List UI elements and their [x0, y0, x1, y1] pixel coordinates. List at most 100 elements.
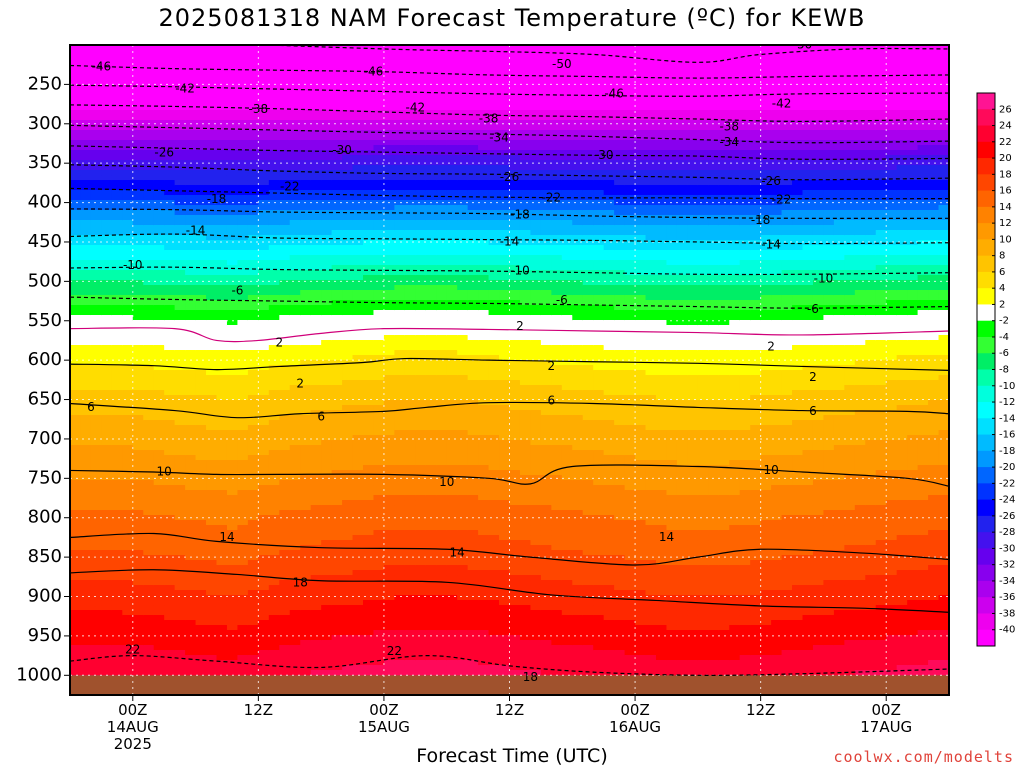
field-cell	[258, 190, 270, 196]
field-cell	[164, 415, 176, 421]
field-cell	[436, 310, 448, 316]
field-cell	[111, 500, 123, 506]
field-cell	[101, 245, 113, 251]
field-cell	[206, 425, 218, 431]
field-cell	[90, 320, 102, 326]
field-cell	[436, 100, 448, 106]
field-cell	[174, 235, 186, 241]
field-cell	[70, 60, 82, 66]
field-cell	[446, 505, 458, 511]
field-cell	[226, 500, 239, 506]
field-cell	[185, 655, 197, 661]
field-cell	[185, 565, 197, 571]
field-cell	[247, 550, 259, 556]
field-cell	[467, 265, 479, 271]
field-cell	[363, 320, 375, 326]
field-cell	[331, 480, 343, 486]
field-cell	[122, 330, 134, 336]
field-cell	[70, 130, 82, 136]
field-cell	[258, 605, 270, 611]
field-cell	[80, 665, 92, 671]
field-cell	[279, 395, 291, 401]
field-cell	[226, 255, 239, 261]
field-cell	[258, 440, 270, 446]
field-cell	[70, 290, 82, 296]
field-cell	[363, 315, 375, 321]
field-cell	[111, 645, 123, 651]
field-cell	[122, 60, 134, 66]
field-cell	[342, 110, 354, 116]
field-cell	[70, 160, 82, 166]
field-cell	[352, 385, 364, 391]
field-cell	[258, 175, 270, 181]
field-cell	[289, 140, 301, 146]
field-cell	[310, 165, 322, 171]
field-cell	[457, 385, 469, 391]
field-cell	[394, 435, 406, 441]
field-cell	[185, 460, 197, 466]
field-cell	[268, 325, 280, 331]
field-cell	[268, 440, 280, 446]
field-cell	[226, 265, 239, 271]
field-cell	[321, 515, 333, 521]
field-cell	[321, 440, 333, 446]
field-cell	[279, 570, 291, 576]
field-cell	[394, 610, 406, 616]
field-cell	[164, 280, 176, 286]
field-cell	[101, 385, 113, 391]
field-cell	[446, 250, 458, 256]
field-cell	[185, 295, 197, 301]
field-cell	[268, 625, 280, 631]
field-cell	[164, 430, 176, 436]
field-cell	[289, 670, 301, 676]
field-cell	[80, 320, 92, 326]
field-cell	[352, 240, 364, 246]
field-cell	[70, 105, 82, 111]
field-cell	[185, 250, 197, 256]
field-cell	[363, 145, 375, 151]
field-cell	[164, 100, 176, 106]
field-cell	[143, 100, 155, 106]
field-cell	[352, 190, 364, 196]
field-cell	[132, 85, 144, 91]
field-cell	[122, 425, 134, 431]
field-cell	[122, 310, 134, 316]
field-cell	[268, 120, 280, 126]
field-cell	[383, 365, 395, 371]
field-cell	[122, 410, 134, 416]
field-cell	[153, 585, 165, 591]
field-cell	[342, 585, 354, 591]
field-cell	[258, 210, 270, 216]
field-cell	[321, 600, 333, 606]
field-cell	[164, 55, 176, 61]
field-cell	[373, 540, 385, 546]
field-cell	[80, 660, 92, 666]
field-cell	[394, 470, 406, 476]
field-cell	[80, 590, 92, 596]
field-cell	[237, 400, 249, 406]
field-cell	[226, 610, 239, 616]
field-cell	[342, 190, 354, 196]
field-cell	[195, 610, 207, 616]
field-cell	[404, 570, 416, 576]
field-cell	[164, 555, 176, 561]
field-cell	[415, 75, 427, 81]
field-cell	[342, 340, 354, 346]
field-cell	[237, 490, 249, 496]
field-cell	[383, 665, 395, 671]
field-cell	[80, 90, 92, 96]
field-cell	[90, 285, 102, 291]
field-cell	[111, 470, 123, 476]
field-cell	[342, 195, 354, 201]
field-cell	[237, 225, 249, 231]
field-cell	[342, 85, 354, 91]
field-cell	[436, 410, 448, 416]
field-cell	[90, 345, 102, 351]
field-cell	[174, 600, 186, 606]
field-cell	[90, 65, 102, 71]
field-cell	[195, 640, 207, 646]
field-cell	[247, 325, 259, 331]
field-cell	[383, 510, 395, 516]
field-cell	[394, 490, 406, 496]
field-cell	[153, 75, 165, 81]
